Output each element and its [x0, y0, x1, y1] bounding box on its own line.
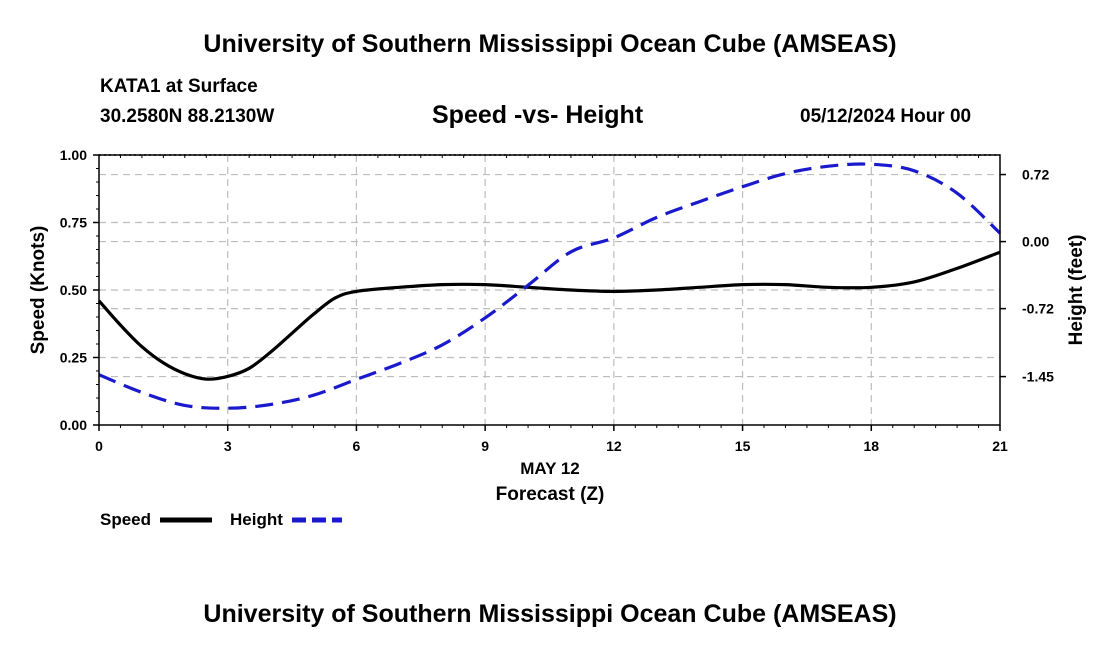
coordinates-label: 30.2580N 88.2130W: [100, 106, 275, 127]
x-axis-label: Forecast (Z): [496, 484, 605, 505]
speed-height-chart: 0 3 6 9 12 15 18 21 0.00 0.25 0.50 0.75 1.00 0.72 0.00…: [28, 147, 1087, 529]
x-tick-label: 21: [992, 438, 1008, 454]
y-axis-right-label: Height (feet): [1066, 235, 1087, 346]
x-tick-label: 12: [606, 438, 622, 454]
chart-title: Speed -vs- Height: [432, 101, 644, 129]
y-left-tick-label: 0.50: [60, 282, 87, 298]
x-axis-date-label: MAY 12: [520, 459, 580, 478]
y-left-tick-label: 0.75: [60, 215, 87, 231]
legend: Speed Height: [100, 510, 342, 529]
x-tick-label: 9: [481, 438, 489, 454]
x-tick-label: 0: [95, 438, 103, 454]
bottom-title: University of Southern Mississippi Ocean…: [203, 600, 897, 628]
y-left-tick-label: 0.25: [60, 350, 87, 366]
plot-frame: [98, 154, 1001, 426]
series-line-speed: [97, 250, 1001, 381]
x-tick-label: 3: [224, 438, 232, 454]
x-tick-label: 6: [353, 438, 361, 454]
y-right-tick-label: -0.72: [1022, 301, 1054, 317]
series-line-height: [98, 162, 1002, 410]
y-axis-left-label: Speed (Knots): [28, 226, 49, 355]
y-right-tick-label: 0.00: [1022, 234, 1049, 250]
datetime-label: 05/12/2024 Hour 00: [800, 106, 972, 127]
legend-height-label: Height: [230, 510, 283, 529]
y-left-tick-label: 1.00: [60, 147, 87, 163]
top-title: University of Southern Mississippi Ocean…: [203, 30, 897, 58]
x-tick-label: 15: [735, 438, 751, 454]
y-right-tick-label: -1.45: [1022, 369, 1054, 385]
x-tick-label: 18: [863, 438, 879, 454]
y-right-tick-label: 0.72: [1022, 167, 1049, 183]
y-left-tick-label: 0.00: [60, 417, 87, 433]
station-label: KATA1 at Surface: [100, 76, 258, 97]
legend-speed-label: Speed: [100, 510, 151, 529]
